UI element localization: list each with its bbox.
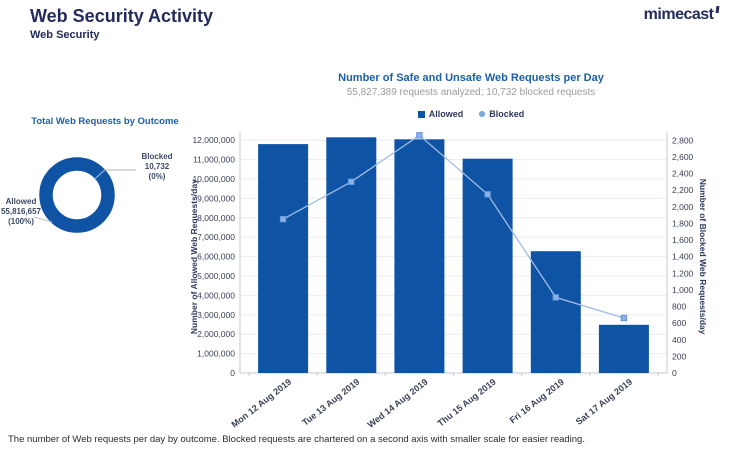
bar-chart-title: Number of Safe and Unsafe Web Requests p… (338, 72, 604, 84)
left-tick-label: 1,000,000 (197, 349, 235, 359)
right-tick-label: 1,400 (672, 252, 694, 262)
donut-chart-title: Total Web Requests by Outcome (31, 116, 179, 127)
bar (258, 144, 309, 373)
bar-chart-subtitle: 55,827,389 requests analyzed; 10,732 blo… (346, 87, 596, 98)
bar (530, 251, 581, 373)
right-tick-label: 1,000 (672, 285, 694, 295)
right-tick-label: 600 (672, 318, 686, 328)
left-tick-label: 6,000,000 (197, 252, 235, 262)
allowed-pct: (100%) (8, 217, 34, 226)
line-marker (279, 215, 287, 223)
right-tick-label: 800 (672, 302, 686, 312)
right-tick-label: 0 (672, 368, 677, 378)
logo-tick-icon (715, 5, 719, 14)
x-category-label: Sat 17 Aug 2019 (574, 377, 634, 427)
bar (462, 158, 513, 373)
legend-blocked-label: Blocked (489, 109, 525, 119)
left-tick-label: 7,000,000 (197, 232, 235, 242)
right-tick-label: 2,000 (672, 202, 694, 212)
left-tick-label: 0 (230, 368, 235, 378)
blocked-line (282, 134, 625, 319)
left-tick-label: 9,000,000 (197, 193, 235, 203)
left-tick-label: 3,000,000 (197, 310, 235, 320)
chart-caption: The number of Web requests per day by ou… (8, 434, 585, 445)
page-title: Web Security Activity (30, 6, 214, 26)
mimecast-logo-text: mimecast (643, 6, 714, 23)
blocked-label: Blocked (141, 152, 173, 161)
left-tick-label: 12,000,000 (192, 135, 235, 145)
left-tick-label: 2,000,000 (197, 329, 235, 339)
x-category-label: Wed 14 Aug 2019 (366, 377, 430, 430)
allowed-swatch-icon (417, 110, 425, 118)
left-axis-title: Number of Allowed Web Requests/day (189, 179, 199, 334)
left-tick-label: 8,000,000 (197, 213, 235, 223)
donut-label-blocked: Blocked 10,732 (0%) (137, 152, 177, 182)
line-marker (552, 294, 559, 301)
right-tick-label: 1,800 (672, 218, 694, 228)
donut-label-allowed: Allowed 55,816,657 (100%) (0, 197, 43, 227)
right-tick-label: 200 (672, 351, 686, 361)
bar (326, 137, 377, 373)
mimecast-logo: mimecast (643, 5, 719, 24)
x-category-label: Fri 16 Aug 2019 (508, 377, 566, 426)
bar (394, 139, 445, 373)
left-tick-label: 4,000,000 (197, 290, 235, 300)
legend-allowed-label: Allowed (428, 109, 464, 119)
legend-item-blocked: Blocked (479, 109, 524, 119)
right-tick-label: 1,600 (672, 235, 694, 245)
line-marker (416, 132, 423, 139)
right-tick-label: 400 (672, 335, 686, 345)
chart-legend: Allowed Blocked (240, 109, 702, 119)
allowed-value: 55,816,657 (0, 207, 42, 216)
bar (598, 324, 649, 373)
allowed-label: Allowed (5, 197, 37, 206)
blocked-value: 10,732 (0%) (144, 162, 170, 181)
donut-slice-blocked (94, 168, 106, 180)
left-tick-label: 11,000,000 (193, 155, 235, 165)
x-category-label: Tue 13 Aug 2019 (300, 377, 361, 428)
right-tick-label: 1,200 (672, 268, 694, 278)
right-tick-label: 2,600 (672, 152, 694, 162)
line-marker (484, 191, 491, 198)
x-category-label: Thu 15 Aug 2019 (436, 377, 498, 429)
right-tick-label: 2,200 (672, 185, 694, 195)
blocked-swatch-icon (479, 111, 486, 117)
right-axis-title: Number of Blocked Web Requests/day (698, 179, 708, 335)
right-tick-label: 2,400 (672, 169, 694, 179)
left-tick-label: 10,000,000 (192, 174, 235, 184)
left-tick-label: 5,000,000 (197, 271, 235, 281)
x-category-label: Mon 12 Aug 2019 (229, 377, 293, 430)
donut-ring-allowed (39, 157, 115, 233)
legend-item-allowed: Allowed (417, 109, 464, 119)
line-marker (620, 314, 628, 322)
right-tick-label: 2,800 (672, 135, 694, 145)
page-subtitle: Web Security (30, 29, 100, 41)
line-marker (347, 178, 355, 185)
